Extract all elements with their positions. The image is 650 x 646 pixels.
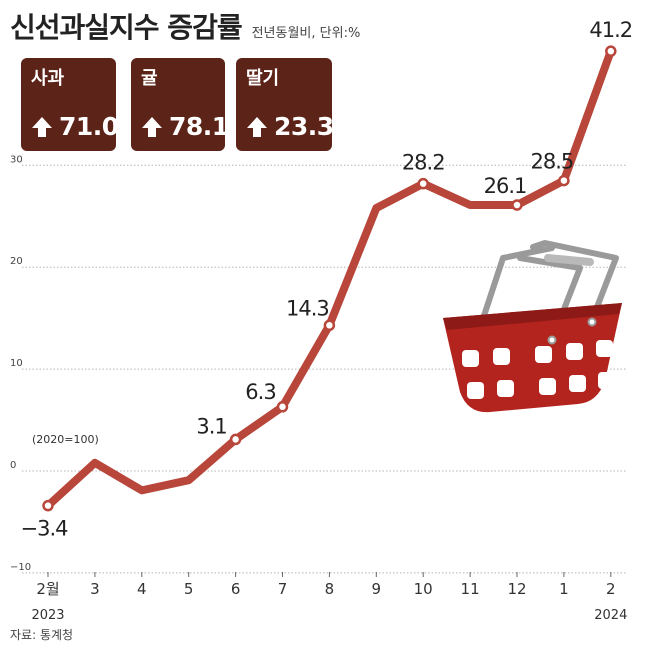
data-point-marker [605,45,617,57]
card-label-tangerine: 귤 [141,68,158,89]
data-label: 14.3 [286,296,329,320]
title-block: 신선과실지수 증감률 전년동월비, 단위:% [10,6,360,46]
x-tick-label: 11 [461,580,480,598]
base-year-annotation: (2020=100) [32,433,99,446]
data-point-marker [558,174,570,187]
data-label: 28.2 [402,151,445,175]
y-tick-label: 10 [10,358,23,369]
card-value-tangerine: 78.1 [169,112,229,141]
x-tick-label: 8 [325,580,335,598]
chart-subtitle: 전년동월비, 단위:% [251,26,361,41]
x-tick-label: 2월 [36,580,59,598]
data-label: −3.4 [21,517,69,541]
card-value-strawberry: 23.3 [274,112,334,141]
card-value-apple: 71.0 [59,112,119,141]
data-point-marker [42,499,54,512]
up-arrow-icon [32,116,52,137]
x-tick-label: 3 [90,580,100,598]
card-tangerine: 귤 78.1 [131,58,229,151]
year-label: 2023 [31,608,64,623]
data-point-marker [511,199,523,211]
x-tick-label: 6 [231,580,241,598]
data-point-marker [229,433,242,446]
x-tick-label: 10 [414,580,433,598]
y-tick-label: 0 [10,460,16,471]
card-label-apple: 사과 [31,68,65,89]
data-label: 3.1 [196,414,226,438]
x-tick-label: 5 [184,580,194,598]
data-label: 26.1 [484,174,527,198]
y-tick-label: −10 [10,562,31,573]
data-label: 41.2 [589,18,632,42]
card-label-strawberry: 딸기 [246,68,280,89]
x-tick-label: 7 [278,580,288,598]
data-point-marker [417,177,429,190]
data-point-marker [323,319,336,332]
y-tick-label: 20 [10,256,23,267]
card-apple: 사과 71.0 [21,58,119,151]
up-arrow-icon [142,116,162,137]
x-tick-label: 2 [606,580,616,598]
chart-title: 신선과실지수 증감률 [10,11,243,44]
x-tick-label: 9 [372,580,382,598]
data-label: 28.5 [531,150,574,174]
shopping-basket-icon [443,240,622,413]
up-arrow-icon [247,116,267,137]
x-tick-label: 1 [559,580,569,598]
x-tick-label: 4 [137,580,147,598]
card-strawberry: 딸기 23.3 [236,58,334,151]
y-tick-label: 30 [10,154,23,165]
year-label: 2024 [594,608,627,623]
x-tick-label: 12 [507,580,526,598]
data-point-marker [276,401,289,413]
data-label: 6.3 [245,380,275,404]
source-note: 자료: 통계청 [10,628,74,642]
